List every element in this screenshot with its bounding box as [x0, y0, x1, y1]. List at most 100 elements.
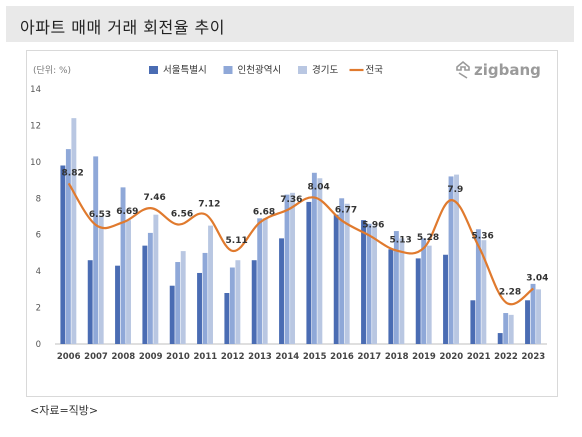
bar — [98, 216, 104, 344]
x-tick-label: 2017 — [357, 352, 381, 362]
bar — [388, 249, 394, 344]
bar — [497, 333, 503, 344]
bar — [443, 254, 448, 344]
data-label: 7.46 — [144, 193, 166, 203]
bar — [454, 174, 459, 344]
x-tick-label: 2007 — [84, 352, 108, 362]
data-label: 7.9 — [447, 185, 463, 195]
bar — [93, 156, 99, 344]
x-tick-label: 2018 — [385, 352, 409, 362]
bar — [251, 260, 257, 344]
bar — [262, 218, 268, 344]
data-label: 8.04 — [308, 183, 330, 193]
data-label: 2.28 — [499, 287, 521, 297]
x-tick-label: 2006 — [57, 352, 81, 362]
y-tick-label: 12 — [30, 121, 41, 131]
zigbang-logo-icon — [456, 60, 470, 71]
data-label: 6.69 — [116, 207, 138, 217]
bar — [426, 245, 432, 344]
bar — [290, 192, 295, 344]
bar — [393, 231, 399, 344]
y-tick-label: 0 — [36, 340, 41, 350]
bar — [448, 176, 454, 344]
bar — [224, 293, 230, 344]
bar — [525, 300, 530, 344]
bar — [503, 313, 509, 344]
logo-text: zigbang — [474, 61, 541, 79]
legend-swatch — [149, 66, 158, 74]
y-tick-label: 4 — [36, 267, 41, 277]
data-label: 5.28 — [417, 233, 439, 243]
bar — [333, 214, 339, 344]
x-tick-label: 2014 — [275, 352, 299, 362]
data-label: 6.53 — [89, 210, 111, 220]
data-label: 5.96 — [362, 220, 384, 230]
x-tick-label: 2020 — [439, 352, 463, 362]
bar — [197, 272, 202, 344]
bar — [142, 245, 148, 344]
bar — [306, 201, 312, 344]
bar — [126, 220, 131, 344]
data-label: 5.36 — [472, 231, 494, 241]
x-tick-label: 2021 — [467, 352, 491, 362]
bar — [421, 238, 427, 344]
bar — [71, 118, 77, 345]
unit-label: (단위: %) — [33, 65, 71, 76]
bar — [120, 187, 126, 344]
bar — [202, 252, 208, 344]
bar — [415, 258, 421, 344]
bar — [372, 225, 377, 344]
legend-label: 경기도 — [312, 64, 338, 76]
legend-label: 서울특별시 — [163, 65, 207, 76]
bar — [229, 267, 235, 344]
header-bar: 아파트 매매 거래 회전율 추이 — [6, 6, 574, 42]
data-label: 6.77 — [335, 206, 357, 216]
bar — [60, 165, 66, 344]
bar — [180, 251, 186, 344]
x-tick-label: 2012 — [221, 352, 245, 362]
bar — [65, 149, 71, 344]
bar — [481, 240, 487, 344]
bar — [169, 285, 175, 344]
bar — [339, 198, 345, 344]
x-tick-label: 2009 — [139, 352, 163, 362]
data-label: 5.11 — [226, 236, 248, 246]
x-tick-label: 2023 — [521, 352, 545, 362]
data-label: 3.04 — [526, 274, 548, 284]
legend-label: 전국 — [366, 65, 384, 76]
legend-label: 인천광역시 — [238, 64, 282, 76]
bar — [475, 229, 481, 344]
chart-frame: (단위: %) 0 2 4 6 8 10 12 14 2006 2007 2008 2009 2010 20… — [26, 50, 558, 397]
bar — [399, 238, 405, 344]
bar — [147, 232, 153, 344]
bar — [87, 260, 93, 344]
bar — [536, 289, 541, 344]
bar — [235, 260, 241, 344]
bar — [175, 262, 181, 344]
source-note: <자료=직방> — [30, 404, 99, 417]
bar — [317, 178, 323, 344]
legend-swatch — [298, 66, 307, 74]
x-tick-label: 2019 — [412, 352, 436, 362]
x-tick-label: 2008 — [111, 352, 135, 362]
data-label: 7.12 — [198, 199, 220, 209]
data-label: 8.82 — [62, 168, 84, 178]
page-title: 아파트 매매 거래 회전율 추이 — [20, 18, 225, 37]
bar — [208, 225, 213, 344]
x-tick-label: 2010 — [166, 352, 190, 362]
bar — [257, 218, 263, 344]
bar — [311, 172, 317, 344]
y-tick-label: 2 — [36, 304, 41, 314]
y-tick-label: 14 — [30, 85, 41, 95]
data-label: 6.68 — [253, 207, 275, 217]
bar — [115, 265, 120, 344]
x-tick-label: 2013 — [248, 352, 272, 362]
bar — [361, 220, 366, 344]
legend-swatch — [223, 66, 233, 74]
bar — [344, 203, 350, 344]
national-line — [67, 182, 534, 306]
x-tick-label: 2016 — [330, 352, 354, 362]
y-tick-label: 10 — [30, 158, 41, 168]
data-label: 6.56 — [171, 210, 193, 220]
